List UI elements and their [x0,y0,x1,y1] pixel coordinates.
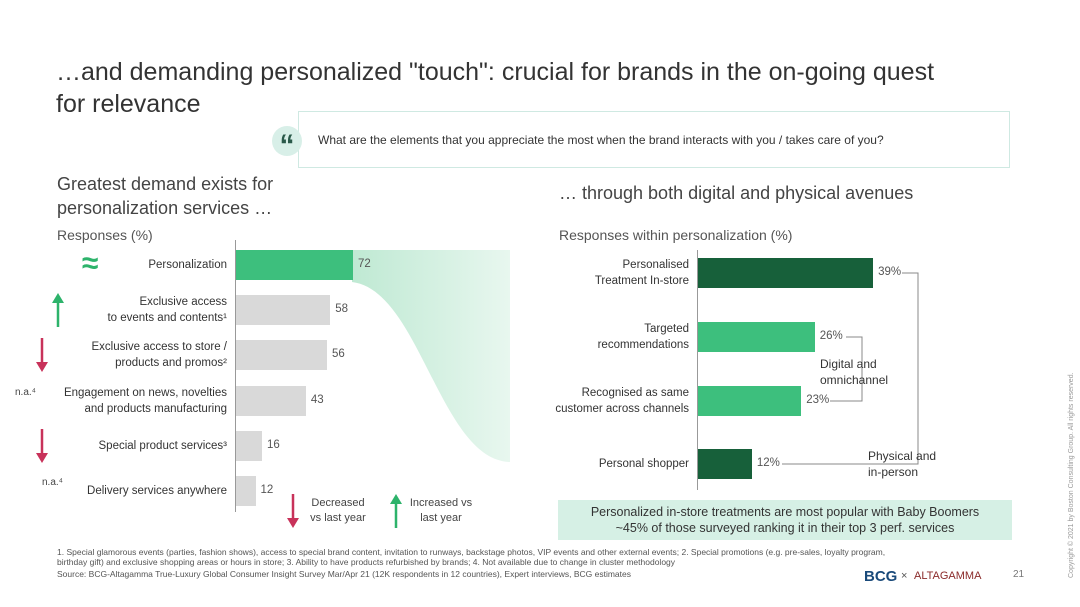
quote-mark: “ [272,126,302,162]
slide-title: …and demanding personalized "touch": cru… [56,58,935,118]
trend-marker: ≈ [82,247,99,280]
bar [698,258,874,288]
value-label: 58 [335,303,349,315]
funnel-shape [352,250,510,462]
footnotes: 1. Special glamorous events (parties, fa… [57,547,886,567]
bar [698,322,815,352]
right-subtitle: … through both digital and physical aven… [559,183,914,203]
category-label: Exclusive access to store / products and… [91,341,228,369]
legend-label: Increased vs last year [409,497,473,524]
category-label: Delivery services anywhere [87,485,227,497]
annotation: Digital and omnichannel [820,357,889,387]
bar [698,449,752,479]
value-label: 43 [310,394,324,406]
bar [236,250,353,280]
category-label: Engagement on news, novelties and produc… [63,387,227,415]
quote-text: What are the elements that you appreciat… [318,133,884,147]
category-label: Personalised Treatment In-store [594,259,689,287]
value-label: 72 [358,258,371,270]
bar [236,295,331,325]
trend-marker: n.a.⁴ [15,387,36,398]
value-label: 12% [756,457,780,469]
category-label: Recognised as same customer across chann… [555,387,689,415]
logo-separator: × [901,570,908,582]
trend-marker: n.a.⁴ [42,477,63,488]
bar [236,386,306,416]
value-label: 16 [267,439,280,451]
value-label: 12 [260,484,274,496]
right-axis-label: Responses within personalization (%) [559,227,793,243]
category-label: Personal shopper [598,458,689,470]
axis-line [235,240,236,512]
value-label: 56 [332,348,345,360]
callout-text: Personalized in-store treatments are mos… [590,505,980,535]
category-label: Exclusive access to events and contents¹ [107,296,227,324]
copyright: Copyright © 2021 by Boston Consulting Gr… [1068,372,1075,578]
category-label: Special product services³ [98,440,227,452]
left-subtitle: Greatest demand exists for personalizati… [57,174,274,218]
callout-box [558,500,1012,540]
bar [236,431,262,461]
annotation: Physical and in-person [868,449,937,479]
category-label: Personalization [148,259,227,271]
bar [236,476,256,506]
value-label: 26% [819,330,843,342]
page-number: 21 [1013,569,1025,580]
source: Source: BCG-Altagamma True-Luxury Global… [57,569,631,579]
trend-arrow [52,293,64,327]
logo-bcg: BCG [864,568,898,585]
logo-altagamma: ALTAGAMMA [914,570,982,582]
left-axis-label: Responses (%) [57,227,153,243]
value-label: 39% [878,266,902,278]
axis-line [697,250,698,490]
trend-arrow [36,338,48,372]
bar [236,340,327,370]
trend-arrow [287,494,299,528]
bar [698,386,802,416]
legend-label: Decreased vs last year [310,497,366,524]
trend-arrow [36,429,48,463]
value-label: 23% [806,394,830,406]
bracket-lines [782,272,919,465]
category-label: Targeted recommendations [597,323,689,351]
trend-arrow [390,494,402,528]
